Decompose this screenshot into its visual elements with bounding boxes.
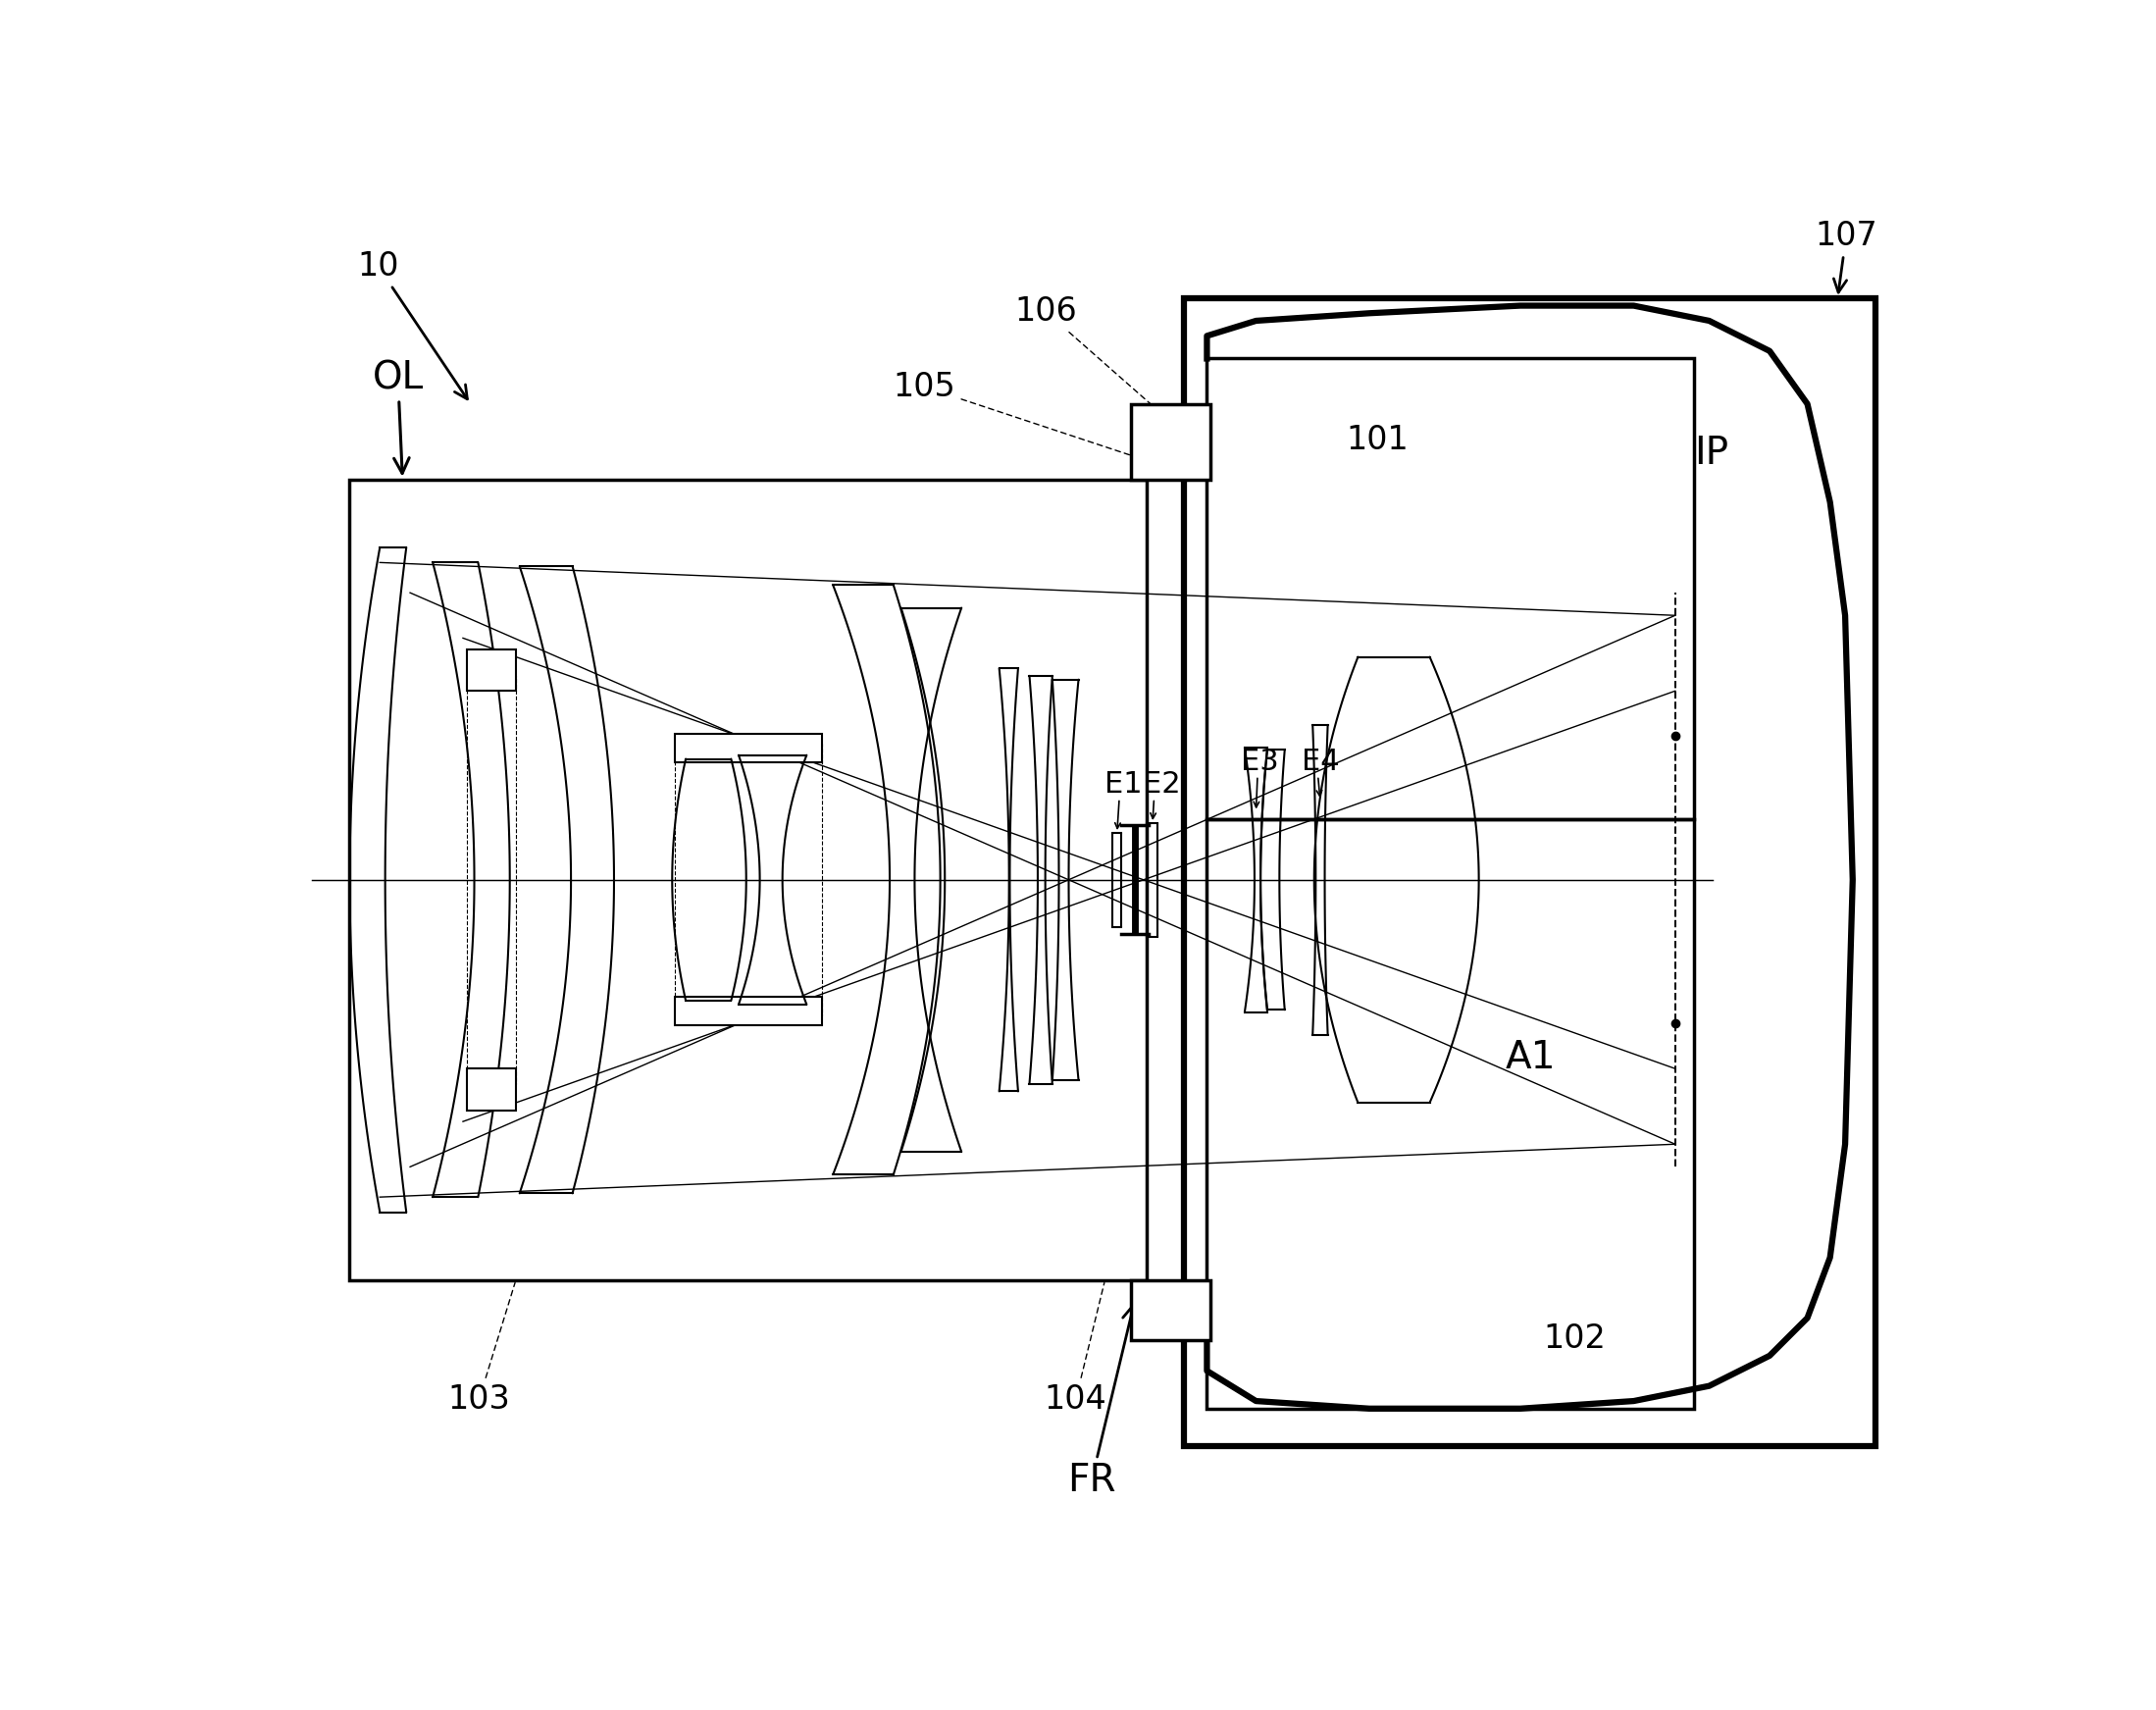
Text: A1: A1 [1505, 1040, 1557, 1077]
Text: E3: E3 [1242, 747, 1279, 776]
Text: FR: FR [1067, 1305, 1138, 1500]
Text: 105: 105 [893, 371, 1132, 457]
Bar [466, 650, 515, 691]
Bar [466, 675, 515, 1084]
Text: 10: 10 [358, 250, 468, 398]
Bar [675, 744, 821, 1016]
Bar [1184, 298, 1876, 1447]
Bar [1207, 819, 1695, 1409]
Text: 103: 103 [448, 1282, 515, 1416]
Bar [349, 479, 1147, 1281]
Text: IP: IP [1695, 434, 1729, 472]
Bar [675, 734, 821, 763]
Text: E1: E1 [1104, 770, 1143, 799]
Text: 101: 101 [1348, 424, 1410, 457]
Bar [466, 1069, 515, 1110]
Text: 107: 107 [1815, 219, 1878, 292]
Bar [1132, 1281, 1212, 1341]
Text: 104: 104 [1044, 1282, 1106, 1416]
Bar [1207, 359, 1695, 819]
Text: 106: 106 [1013, 296, 1179, 429]
Text: OL: OL [373, 359, 423, 474]
Text: 102: 102 [1544, 1322, 1606, 1354]
Bar [675, 997, 821, 1026]
Text: E4: E4 [1302, 747, 1339, 776]
Bar [1132, 404, 1212, 479]
Text: E2: E2 [1143, 770, 1181, 799]
